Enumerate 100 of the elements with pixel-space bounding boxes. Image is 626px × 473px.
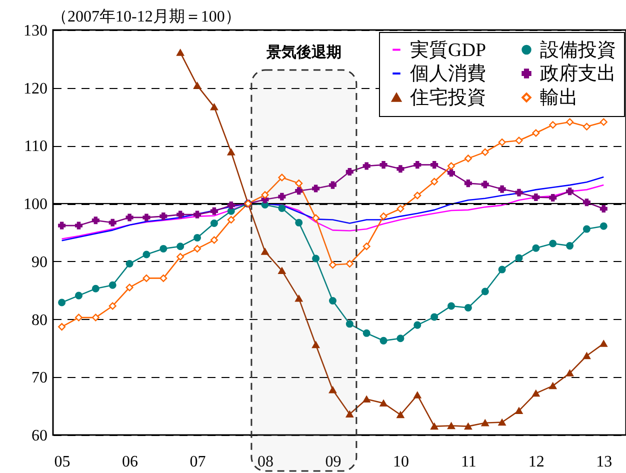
point: [566, 242, 574, 250]
point: [126, 284, 134, 292]
point: [58, 222, 66, 230]
point: [515, 254, 523, 262]
point: [380, 400, 388, 407]
point: [566, 370, 574, 376]
y-tick-label: 80: [32, 312, 48, 329]
point: [160, 274, 168, 282]
point: [58, 298, 66, 306]
x-tick-label: 06: [122, 454, 138, 470]
point: [362, 162, 370, 170]
point: [464, 422, 472, 430]
point: [227, 202, 235, 210]
x-tick-label: 11: [460, 454, 476, 470]
point: [108, 218, 116, 226]
point: [194, 82, 202, 89]
point: [515, 136, 523, 144]
point: [430, 313, 438, 321]
y-tick-label: 60: [32, 428, 48, 444]
point: [126, 214, 134, 222]
x-tick-label: 05: [54, 454, 70, 470]
point: [194, 210, 202, 218]
point: [566, 188, 574, 196]
point: [362, 329, 370, 337]
point: [582, 122, 590, 130]
y-tick-label: 120: [24, 80, 48, 98]
point: [532, 244, 540, 252]
point: [396, 334, 404, 342]
point: [498, 418, 506, 426]
point: [430, 161, 438, 169]
y-tick-label: 90: [32, 254, 48, 271]
point: [549, 194, 557, 202]
point: [380, 212, 388, 220]
point: [464, 304, 472, 312]
point: [74, 222, 82, 230]
point: [176, 49, 184, 56]
point: [481, 148, 489, 156]
point: [396, 411, 404, 418]
point: [227, 148, 235, 156]
point: [532, 390, 540, 397]
point: [160, 212, 168, 220]
point: [58, 323, 66, 331]
point: [74, 314, 82, 322]
point: [92, 314, 100, 322]
point: [498, 266, 506, 274]
point: [481, 288, 489, 296]
point: [176, 253, 184, 261]
point: [600, 340, 608, 347]
point: [447, 169, 456, 177]
point: [430, 178, 438, 186]
point: [600, 205, 608, 213]
point: [430, 422, 438, 430]
point: [194, 244, 202, 252]
point: [362, 396, 370, 402]
point: [210, 207, 218, 215]
point: [447, 422, 456, 430]
point: [142, 274, 150, 282]
x-tick-label: 10: [392, 454, 409, 470]
legend-label: 個人消費: [410, 64, 486, 84]
point: [566, 118, 574, 126]
point: [194, 234, 202, 242]
point: [549, 382, 557, 390]
point: [396, 165, 404, 173]
point: [210, 104, 218, 110]
point: [210, 236, 218, 244]
point: [515, 407, 523, 414]
x-tick-label: 08: [257, 454, 274, 470]
y-tick-label: 110: [24, 138, 48, 156]
point: [481, 180, 489, 188]
y-tick-label: 100: [24, 196, 48, 214]
point: [464, 180, 472, 188]
point: [210, 219, 218, 227]
point: [92, 216, 100, 224]
point: [582, 198, 590, 206]
x-tick-label: 13: [596, 454, 612, 470]
legend-label: 実質GDP: [410, 38, 486, 61]
y-axis-title: （2007年10-12月期＝100）: [52, 8, 241, 26]
point: [142, 214, 150, 222]
point: [176, 242, 184, 250]
y-tick-label: 70: [32, 370, 48, 387]
point: [176, 210, 184, 218]
point: [532, 129, 540, 137]
point: [126, 260, 134, 268]
point: [142, 250, 150, 258]
point: [396, 205, 404, 213]
point: [600, 118, 608, 126]
point: [414, 192, 422, 200]
point: [160, 244, 168, 252]
point: [600, 222, 608, 230]
x-tick-label: 09: [325, 454, 342, 470]
point: [414, 161, 422, 169]
point: [447, 162, 456, 170]
point: [108, 302, 116, 310]
point: [108, 281, 116, 289]
point: [380, 161, 388, 169]
point: [498, 185, 506, 193]
point: [227, 216, 235, 224]
legend-label: 設備投資: [540, 40, 616, 61]
x-tick-label: 07: [190, 454, 206, 470]
x-tick-label: 12: [528, 454, 544, 470]
